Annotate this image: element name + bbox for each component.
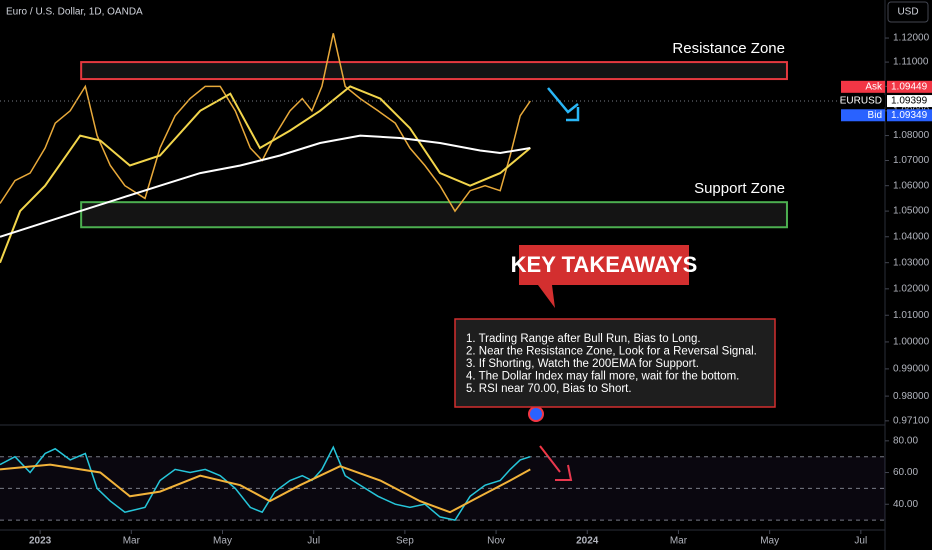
price-tag-name-bg [841, 95, 885, 108]
takeaway-note: 5. RSI near 70.00, Bias to Short. [466, 383, 632, 395]
price-tag-name: Ask [865, 81, 883, 92]
series-line [0, 463, 531, 514]
y-tick-label: 40.00 [893, 499, 918, 510]
y-tick-label: 0.98000 [893, 391, 930, 402]
y-tick-label: 80.00 [893, 435, 918, 446]
chart-title: Euro / U.S. Dollar, 1D, OANDA [6, 7, 143, 18]
takeaways-title: KEY TAKEAWAYS [511, 252, 698, 277]
rsi-arrow [539, 445, 573, 481]
x-tick-label: 2023 [29, 536, 52, 547]
event-icon[interactable] [528, 406, 544, 422]
x-tick-label: Jul [307, 536, 320, 547]
price-tag-name: Bid [868, 110, 882, 121]
callout-pointer [538, 285, 555, 308]
zone-label: Resistance Zone [672, 40, 785, 57]
y-tick-label: 1.03000 [893, 257, 930, 268]
y-tick-label: 1.01000 [893, 310, 930, 321]
series-line [0, 134, 531, 238]
series-line [0, 445, 531, 521]
y-tick-label: 1.12000 [893, 33, 930, 44]
y-tick-label: 0.97100 [893, 415, 930, 426]
x-tick-label: Mar [670, 536, 688, 547]
price-tag-label: 1.09349 [891, 110, 928, 121]
takeaway-note: 1. Trading Range after Bull Run, Bias to… [466, 333, 701, 345]
currency-box[interactable] [887, 1, 929, 23]
down-arrow [547, 87, 580, 122]
x-tick-label: 2024 [576, 536, 599, 547]
x-tick-label: Mar [123, 536, 141, 547]
y-tick-label: 1.04000 [893, 231, 930, 242]
price-tag [887, 95, 932, 108]
x-tick-label: Nov [487, 536, 505, 547]
zone-label: Support Zone [694, 180, 785, 197]
y-tick-label: 1.11000 [893, 57, 929, 68]
y-tick-label: 1.02000 [893, 283, 930, 294]
price-tag-label: 1.09449 [891, 81, 928, 92]
takeaway-note: 2. Near the Resistance Zone, Look for a … [466, 346, 757, 358]
takeaways-title-bg [519, 245, 689, 285]
takeaways-box [454, 318, 776, 408]
y-tick-label: 60.00 [893, 467, 918, 478]
x-tick-label: May [760, 536, 779, 547]
y-tick-label: 1.05000 [893, 206, 930, 217]
zone [80, 201, 788, 229]
series-line [0, 85, 531, 264]
price-tag-name-bg [841, 80, 885, 93]
currency[interactable]: USD [897, 7, 918, 18]
takeaway-note: 3. If Shorting, Watch the 200EMA for Sup… [466, 358, 699, 370]
x-tick-label: Jul [854, 536, 867, 547]
price-tag-label: 1.09399 [891, 96, 928, 107]
price-tag [887, 80, 932, 93]
price-tag-name: EURUSD [840, 96, 882, 107]
y-tick-label: 1.07000 [893, 155, 930, 166]
series-line [0, 33, 531, 213]
y-tick-label: 1.06000 [893, 180, 930, 191]
y-tick-label: 1.00000 [893, 337, 930, 348]
zone [80, 61, 788, 81]
y-tick-label: 0.99000 [893, 364, 930, 375]
x-tick-label: Sep [396, 536, 414, 547]
takeaway-note: 4. The Dollar Index may fall more, wait … [466, 371, 739, 383]
y-tick-label: 1.08000 [893, 130, 930, 141]
price-tag-name-bg [841, 109, 885, 122]
price-tag [887, 109, 932, 122]
x-tick-label: May [213, 536, 232, 547]
